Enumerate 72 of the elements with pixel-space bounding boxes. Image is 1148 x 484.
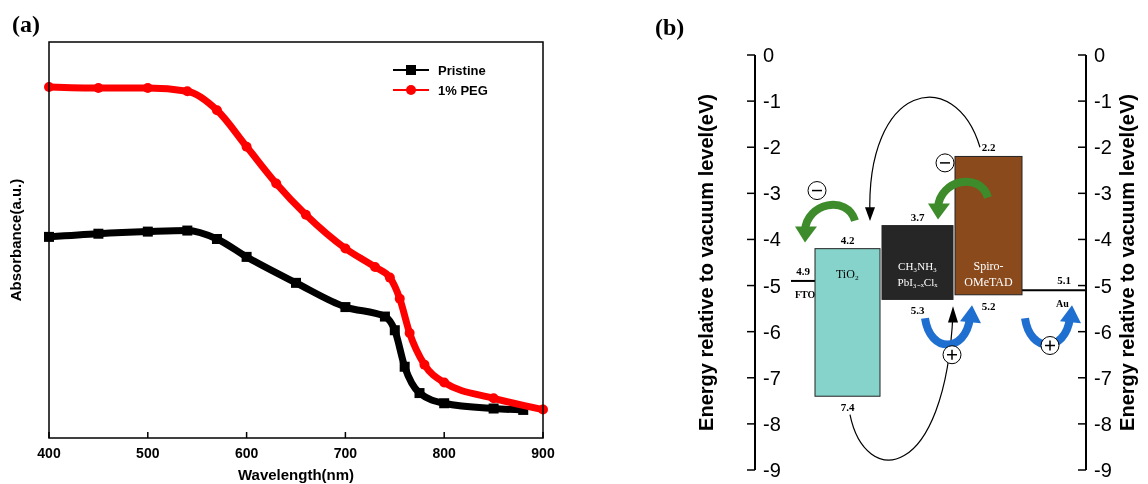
point xyxy=(439,398,450,409)
point xyxy=(93,83,104,94)
point xyxy=(394,293,405,304)
x-tick-label: CH₃NH₃PbI₃₋ₓClₓ xyxy=(897,260,939,289)
y2-tick-label: -5 xyxy=(1094,274,1112,297)
annotation: 5.2 xyxy=(981,299,996,312)
point xyxy=(291,277,301,288)
point xyxy=(439,377,450,388)
point xyxy=(414,388,425,399)
annotation: 4.9 xyxy=(796,264,811,277)
annotation: 5.3 xyxy=(910,304,925,317)
point xyxy=(241,141,252,152)
y2-tick-label: -9 xyxy=(1094,459,1112,481)
y-tick-label: 0 xyxy=(763,44,775,66)
point xyxy=(142,83,153,94)
point xyxy=(211,105,222,116)
ref-line-label: Au xyxy=(1056,298,1070,310)
annotation: 5.1 xyxy=(1057,274,1071,287)
y-tick-label: -7 xyxy=(763,366,781,389)
y-axis-title: Absorbance(a.u.) xyxy=(7,178,24,302)
legend-label: Pristine xyxy=(438,63,486,78)
y-tick-label: -2 xyxy=(763,136,781,159)
y2-axis-title: Energy relative to vacuum level(eV) xyxy=(1116,94,1138,431)
point xyxy=(182,86,193,97)
point xyxy=(389,325,400,336)
y2-tick-label: -6 xyxy=(1094,320,1112,343)
y2-tick-label: -8 xyxy=(1094,412,1112,435)
point xyxy=(399,361,410,372)
chart-title: (a) xyxy=(12,11,40,37)
point xyxy=(300,209,311,220)
annotation: 7.4 xyxy=(840,401,855,414)
point xyxy=(340,302,351,313)
x-tick-label: 600 xyxy=(234,445,259,461)
y2-tick-label: -1 xyxy=(1094,90,1112,113)
y-tick-label: -8 xyxy=(763,412,781,435)
point xyxy=(370,262,381,273)
point xyxy=(182,225,193,236)
x-tick-label: 700 xyxy=(333,445,358,461)
y-tick-label: -9 xyxy=(763,459,781,481)
point xyxy=(384,272,395,283)
point xyxy=(379,311,390,322)
x-tick-label: TiO₂ xyxy=(835,267,860,282)
point xyxy=(419,359,430,370)
legend-label: 1% PEG xyxy=(438,83,488,98)
y2-tick-label: -3 xyxy=(1094,182,1112,205)
y2-tick-label: 0 xyxy=(1094,44,1106,66)
y2-tick-label: -7 xyxy=(1094,366,1112,389)
point xyxy=(271,178,282,189)
point xyxy=(241,251,252,262)
x-axis-title: Wavelength(nm) xyxy=(237,466,355,483)
point xyxy=(488,393,499,404)
point xyxy=(340,243,351,254)
x-tick-label: Spiro-OMeTAD xyxy=(964,259,1014,290)
y-tick-label: -4 xyxy=(763,228,781,251)
chart-title: (b) xyxy=(655,14,685,40)
y-tick-label: -1 xyxy=(763,90,781,113)
x-tick-label: 400 xyxy=(37,445,61,461)
y-axis-title: Energy relative to vacuum level(eV) xyxy=(695,94,717,431)
x-tick-label: 800 xyxy=(432,445,457,461)
point xyxy=(211,233,222,244)
point xyxy=(404,328,415,339)
ref-line-label: FTO xyxy=(795,288,816,300)
annotation: 2.2 xyxy=(981,141,996,154)
x-tick-label: 500 xyxy=(136,445,160,461)
annotation: 4.2 xyxy=(840,233,855,246)
x-tick-label: 900 xyxy=(531,445,555,461)
y-tick-label: -6 xyxy=(763,320,781,343)
annotation: 3.7 xyxy=(910,210,925,223)
y-tick-label: -3 xyxy=(763,182,781,205)
y2-tick-label: -2 xyxy=(1094,136,1112,159)
y2-tick-label: -4 xyxy=(1094,228,1112,251)
y-tick-label: -5 xyxy=(763,274,781,297)
